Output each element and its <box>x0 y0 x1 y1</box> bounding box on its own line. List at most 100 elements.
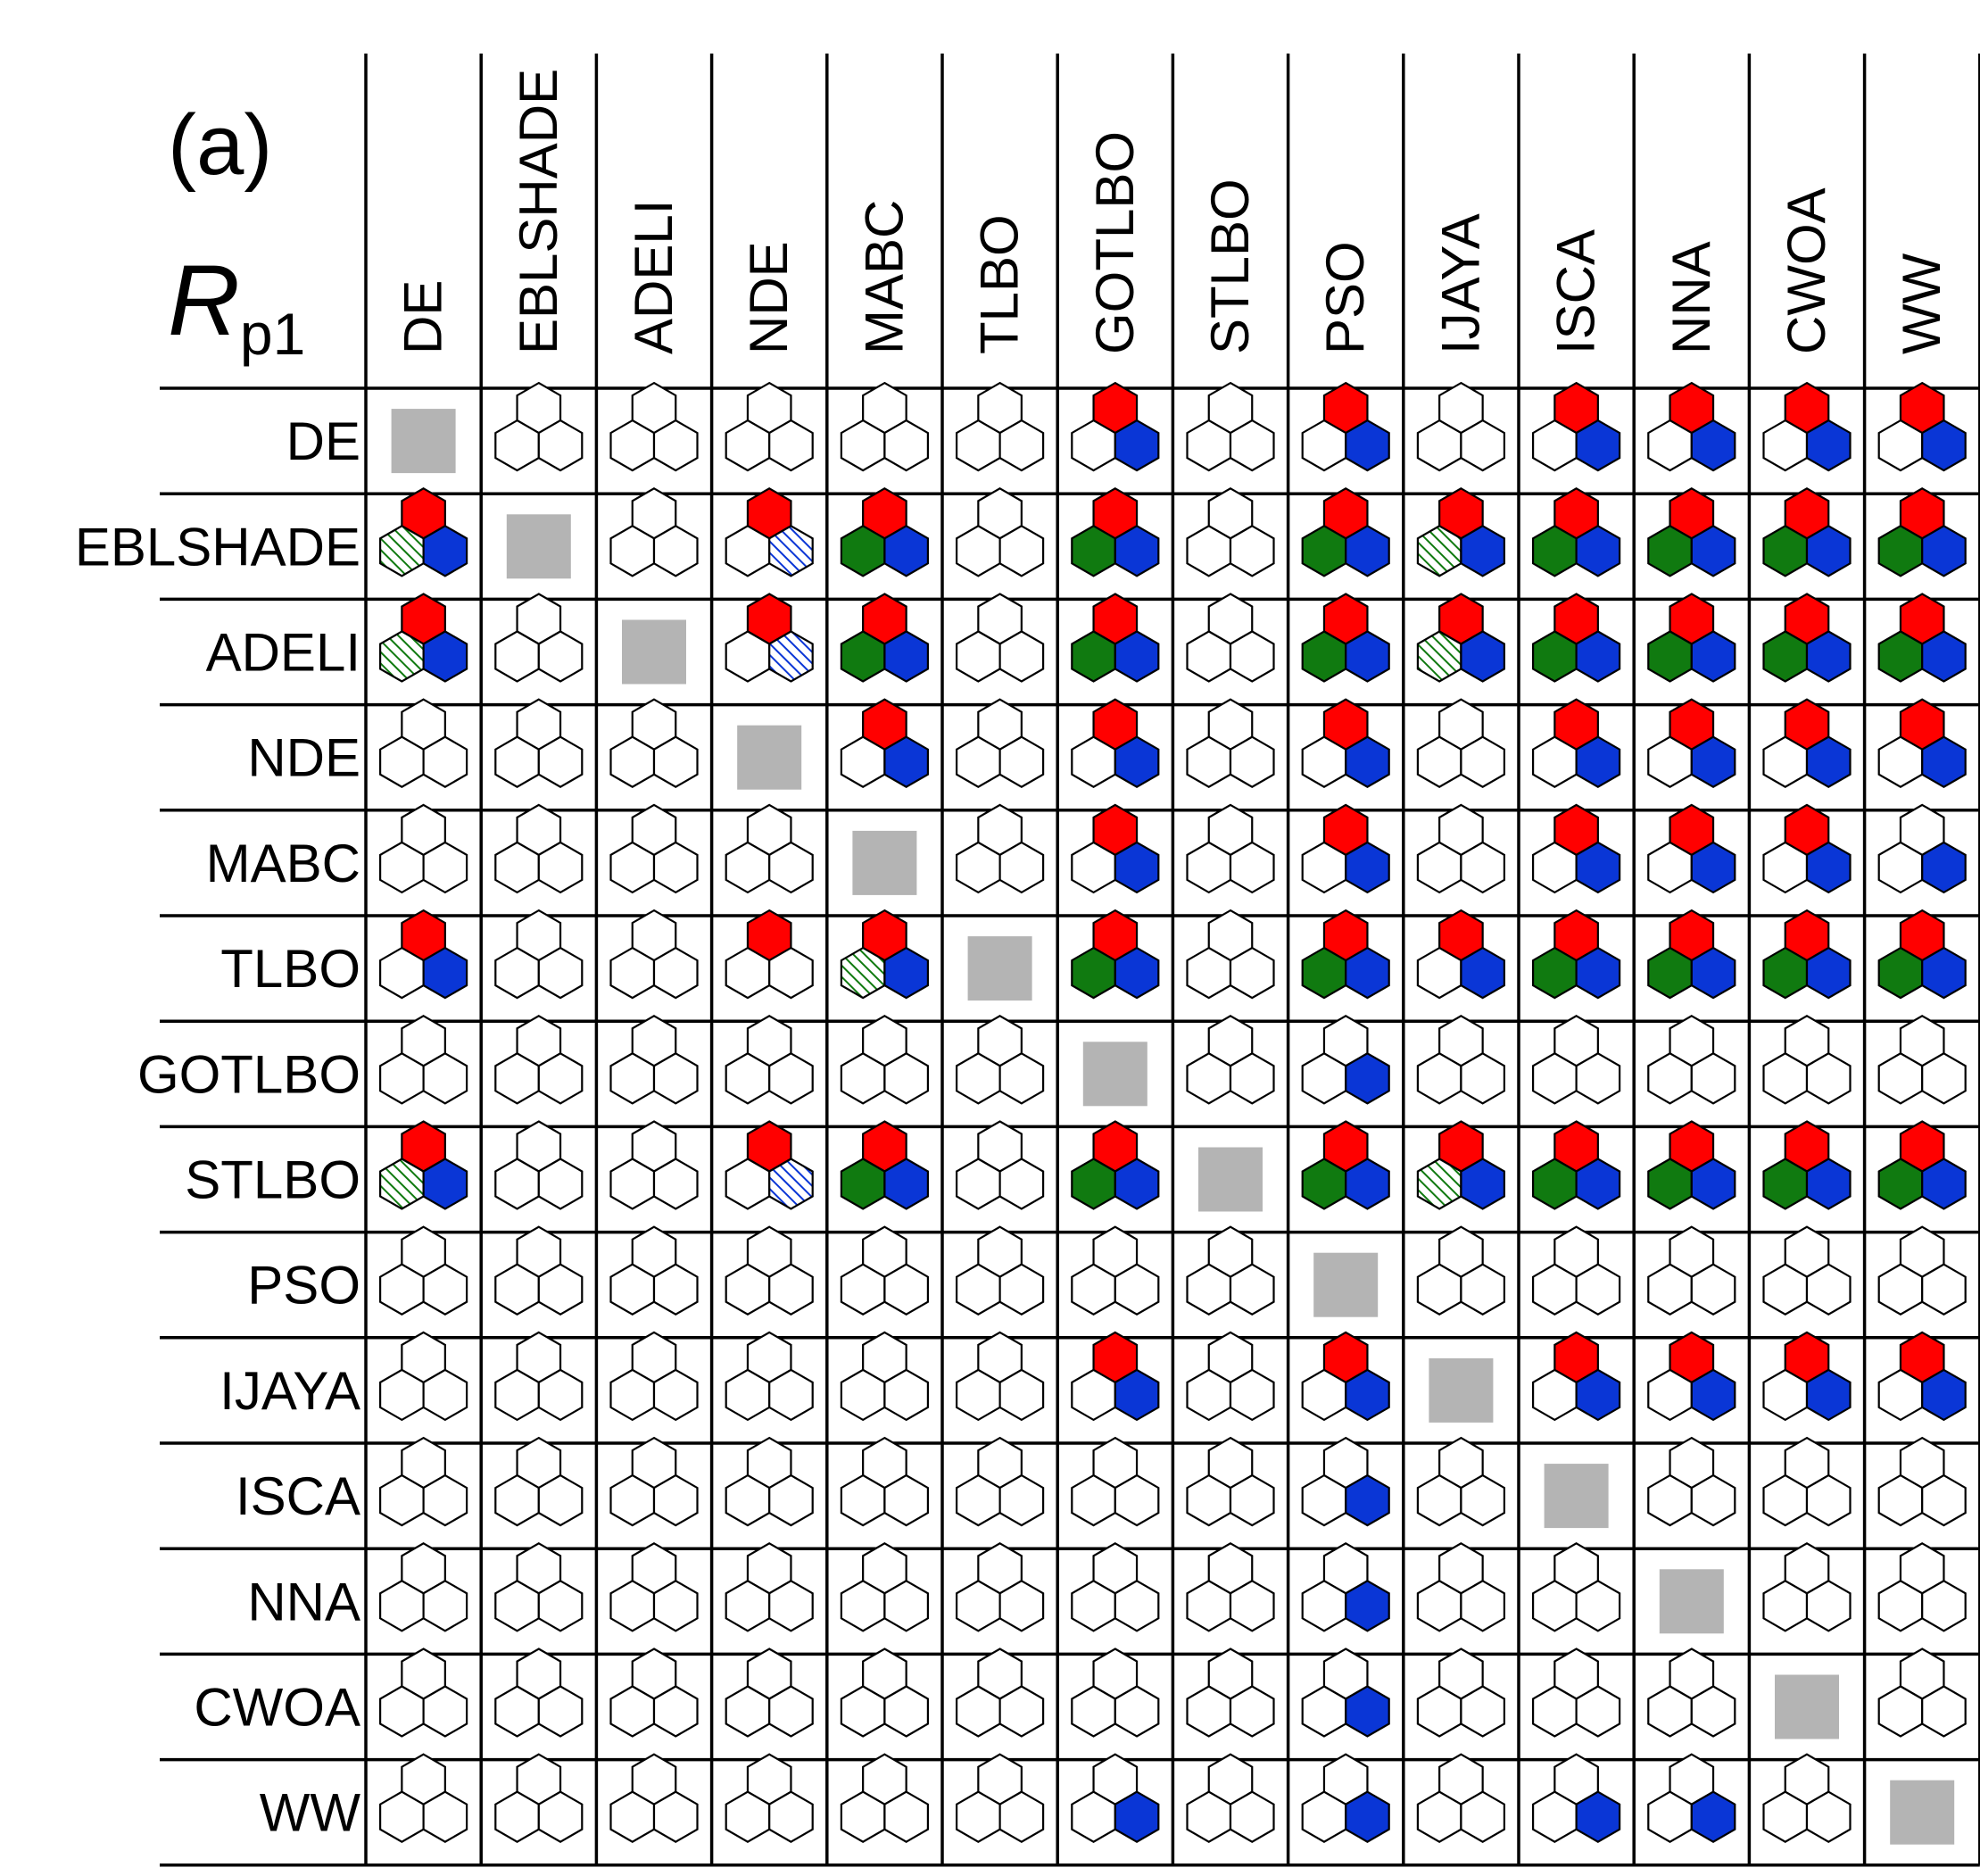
matrix-cell <box>1416 909 1506 1000</box>
hex-bottom-right <box>1114 1473 1160 1527</box>
hex-bottom-right <box>768 525 814 577</box>
matrix-cell <box>379 1436 468 1527</box>
hex-bottom-right <box>883 1790 930 1843</box>
row-header: GOTLBO <box>137 1044 360 1104</box>
matrix-cell <box>1071 1648 1160 1738</box>
hex-bottom-right <box>1460 419 1506 472</box>
hex-bottom-right <box>1229 946 1275 1000</box>
hex-bottom-right <box>1345 1158 1390 1210</box>
hex-bottom-right <box>652 1158 699 1210</box>
matrix-cell <box>609 1753 699 1843</box>
hex-bottom-right <box>1575 1368 1621 1422</box>
matrix-cell <box>1198 1147 1263 1212</box>
matrix-cell <box>391 409 456 474</box>
matrix-cell <box>379 1542 468 1632</box>
column-header: NNA <box>1661 241 1721 354</box>
metric-label: Rp1 <box>168 245 305 367</box>
hex-bottom-right <box>537 1790 584 1843</box>
hex-bottom-right <box>1690 1473 1736 1527</box>
matrix-cell <box>1531 1225 1621 1316</box>
matrix-cell <box>1071 1542 1160 1632</box>
hex-bottom-right <box>1114 1263 1160 1316</box>
hex-bottom-right <box>1114 1158 1160 1210</box>
hex-bottom-right <box>1805 525 1852 577</box>
hex-bottom-right <box>1575 1263 1621 1316</box>
hex-bottom-right <box>1921 1685 1967 1738</box>
diagonal-square <box>1544 1464 1609 1529</box>
diagonal-square <box>391 409 456 474</box>
matrix-cell <box>1877 1331 1967 1422</box>
hex-bottom-right <box>1921 630 1967 683</box>
matrix-cell <box>1531 1542 1621 1632</box>
hex-bottom-right <box>1229 1052 1275 1105</box>
matrix-cell <box>725 487 814 577</box>
matrix-cell <box>494 1648 584 1738</box>
matrix-cell <box>379 698 468 788</box>
matrix-cell <box>1186 1648 1275 1738</box>
hex-bottom-right <box>998 419 1045 472</box>
hex-bottom-right <box>1805 946 1852 1000</box>
hex-bottom-right <box>422 1368 468 1422</box>
hex-bottom-right <box>1690 735 1736 788</box>
matrix-cells <box>379 381 1967 1845</box>
column-header: EBLSHADE <box>509 69 568 354</box>
matrix-cell <box>955 1331 1045 1422</box>
row-header: WW <box>260 1783 361 1843</box>
matrix-cell <box>955 1753 1045 1843</box>
matrix-cell <box>1659 1569 1724 1634</box>
hex-bottom-right <box>652 525 699 577</box>
matrix-cell <box>1416 1753 1506 1843</box>
matrix-cell <box>1416 1225 1506 1316</box>
hex-bottom-right <box>1345 525 1390 577</box>
hex-bottom-right <box>1690 1790 1736 1843</box>
hex-bottom-right <box>883 1685 930 1738</box>
matrix-cell <box>1071 1753 1160 1843</box>
matrix-cell <box>1301 698 1390 788</box>
hex-bottom-right <box>1690 841 1736 894</box>
matrix-cell <box>609 803 699 894</box>
diagonal-square <box>1429 1357 1494 1423</box>
hex-bottom-right <box>537 946 584 1000</box>
matrix-cell <box>1416 1648 1506 1738</box>
matrix-cell <box>1647 487 1736 577</box>
matrix-cell <box>1647 1225 1736 1316</box>
matrix-cell <box>1082 1042 1147 1107</box>
hex-bottom-right <box>1345 1473 1390 1527</box>
column-header: MABC <box>854 200 914 354</box>
hex-bottom-right <box>652 735 699 788</box>
hex-bottom-right <box>537 1158 584 1210</box>
hex-bottom-right <box>883 630 930 683</box>
hex-bottom-right <box>1921 1473 1967 1527</box>
matrix-cell <box>494 909 584 1000</box>
hex-bottom-right <box>422 1263 468 1316</box>
matrix-cell <box>379 1015 468 1105</box>
matrix-cell <box>955 1648 1045 1738</box>
hex-bottom-right <box>1921 1158 1967 1210</box>
matrix-cell <box>955 803 1045 894</box>
hex-bottom-right <box>768 419 814 472</box>
column-header: GOTLBO <box>1085 131 1145 354</box>
hex-bottom-right <box>652 841 699 894</box>
hex-bottom-right <box>1690 946 1736 1000</box>
matrix-cell <box>955 1436 1045 1527</box>
matrix-cell <box>1762 1015 1852 1105</box>
column-header: NDE <box>739 241 799 354</box>
matrix-cell <box>1071 698 1160 788</box>
hex-bottom-right <box>1114 1580 1160 1632</box>
matrix-cell <box>955 381 1045 472</box>
matrix-cell <box>955 593 1045 683</box>
hex-bottom-right <box>998 1473 1045 1527</box>
hex-bottom-right <box>768 946 814 1000</box>
column-header: STLBO <box>1200 178 1260 354</box>
panel-label: (a) <box>168 97 272 193</box>
hex-bottom-right <box>768 1473 814 1527</box>
hex-bottom-right <box>1921 1052 1967 1105</box>
matrix-cell <box>494 1120 584 1210</box>
matrix-cell <box>1301 1015 1390 1105</box>
hex-bottom-right <box>1229 1580 1275 1632</box>
row-header: DE <box>286 411 360 471</box>
matrix-cell <box>1877 593 1967 683</box>
matrix-cell <box>609 1331 699 1422</box>
metric-symbol: R <box>168 245 240 356</box>
